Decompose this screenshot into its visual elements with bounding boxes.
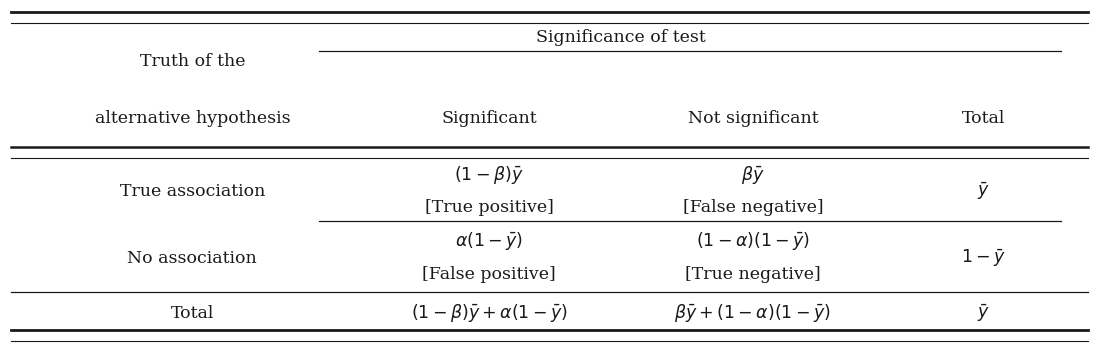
Text: $(1 - \beta)\bar{y} + \alpha(1 - \bar{y})$: $(1 - \beta)\bar{y} + \alpha(1 - \bar{y}… (411, 302, 567, 324)
Text: $\beta\bar{y} + (1 - \alpha)(1 - \bar{y})$: $\beta\bar{y} + (1 - \alpha)(1 - \bar{y}… (675, 302, 831, 324)
Text: [True negative]: [True negative] (685, 266, 821, 283)
Text: $1 - \bar{y}$: $1 - \bar{y}$ (962, 248, 1006, 269)
Text: $\beta\bar{y}$: $\beta\bar{y}$ (741, 164, 765, 186)
Text: Truth of the: Truth of the (140, 53, 245, 70)
Text: $\bar{y}$: $\bar{y}$ (977, 303, 990, 324)
Text: $(1 - \alpha)(1 - \bar{y})$: $(1 - \alpha)(1 - \bar{y})$ (696, 230, 810, 252)
Text: No association: No association (127, 250, 257, 267)
Text: Significant: Significant (441, 110, 537, 127)
Text: Total: Total (170, 305, 214, 322)
Text: $\alpha(1 - \bar{y})$: $\alpha(1 - \bar{y})$ (455, 230, 523, 252)
Text: Total: Total (962, 110, 1006, 127)
Text: Not significant: Not significant (688, 110, 818, 127)
Text: [True positive]: [True positive] (424, 199, 554, 216)
Text: $(1 - \beta)\bar{y}$: $(1 - \beta)\bar{y}$ (454, 164, 524, 186)
Text: True association: True association (120, 183, 265, 200)
Text: [False negative]: [False negative] (682, 199, 823, 216)
Text: [False positive]: [False positive] (422, 266, 556, 283)
Text: $\bar{y}$: $\bar{y}$ (977, 181, 990, 202)
Text: alternative hypothesis: alternative hypothesis (95, 110, 290, 127)
Text: Significance of test: Significance of test (536, 29, 706, 46)
